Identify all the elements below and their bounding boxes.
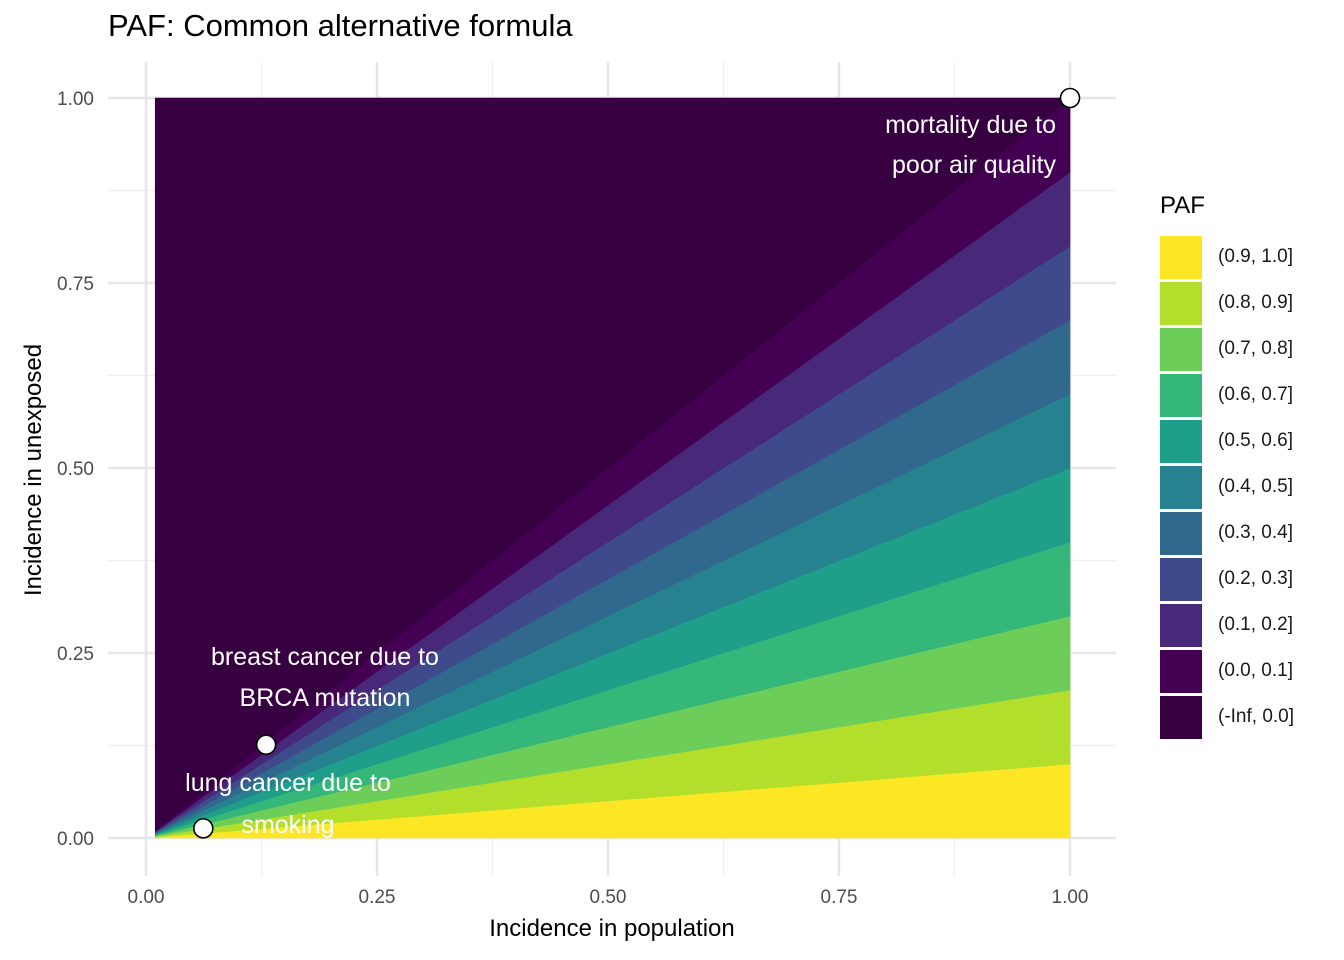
legend-item-0: (0.9, 1.0] (1160, 234, 1294, 280)
legend-key-2 (1160, 327, 1202, 371)
legend-label-8: (0.1, 0.2] (1218, 614, 1293, 635)
x-tick-label-4: 1.00 (1052, 887, 1089, 908)
legend-title: PAF (1160, 192, 1205, 219)
chart-title: PAF: Common alternative formula (108, 8, 573, 43)
legend-item-6: (0.3, 0.4] (1160, 510, 1294, 556)
legend-label-7: (0.2, 0.3] (1218, 568, 1293, 589)
legend-key-3 (1160, 373, 1202, 417)
legend-key-8 (1160, 603, 1202, 647)
legend-label-3: (0.6, 0.7] (1218, 384, 1293, 405)
legend-label-10: (-Inf, 0.0] (1218, 706, 1295, 727)
legend-item-4: (0.5, 0.6] (1160, 418, 1294, 464)
legend: PAF (0.9, 1.0] (0.8, 0.9] (0.7, 0.8] (0.6, … (1160, 192, 1294, 740)
point-breast-cancer-due-to-brca-mutation (255, 734, 277, 756)
point-label-breast-cancer-due-to-brca-mutation-line-1: BRCA mutation (240, 684, 411, 712)
x-tick-label-3: 0.75 (821, 887, 858, 908)
y-tick-label-0: 0.00 (57, 829, 94, 850)
paf-band-10 (154, 97, 1071, 832)
legend-item-9: (0.0, 0.1] (1160, 648, 1294, 694)
point-label-lung-cancer-due-to-smoking-line-0: lung cancer due to (185, 769, 391, 797)
legend-item-10: (-Inf, 0.0] (1160, 694, 1294, 740)
y-axis-label: Incidence in unexposed (20, 343, 47, 597)
legend-key-5 (1160, 465, 1202, 509)
y-tick-label-3: 0.75 (57, 274, 94, 295)
legend-item-5: (0.4, 0.5] (1160, 464, 1294, 510)
legend-key-4 (1160, 419, 1202, 463)
x-axis-label: Incidence in population (489, 915, 735, 942)
y-tick-label-4: 1.00 (57, 89, 94, 110)
point-label-mortality-due-to-poor-air-quality-line-1: poor air quality (892, 151, 1056, 179)
point-mortality-due-to-poor-air-quality (1059, 87, 1081, 109)
legend-key-9 (1160, 649, 1202, 693)
legend-item-8: (0.1, 0.2] (1160, 602, 1294, 648)
x-tick-label-2: 0.50 (590, 887, 627, 908)
legend-key-1 (1160, 281, 1202, 325)
point-label-breast-cancer-due-to-brca-mutation-line-0: breast cancer due to (211, 643, 439, 671)
legend-key-10 (1160, 695, 1202, 739)
legend-label-2: (0.7, 0.8] (1218, 338, 1293, 359)
point-lung-cancer-due-to-smoking (192, 818, 214, 839)
legend-key-6 (1160, 511, 1202, 555)
legend-label-0: (0.9, 1.0] (1218, 246, 1293, 267)
point-label-lung-cancer-due-to-smoking-line-1: smoking (241, 811, 334, 839)
x-tick-label-1: 0.25 (359, 887, 396, 908)
legend-key-7 (1160, 557, 1202, 601)
y-tick-label-1: 0.25 (57, 644, 94, 665)
y-tick-label-2: 0.50 (57, 459, 94, 480)
legend-label-9: (0.0, 0.1] (1218, 660, 1293, 681)
legend-item-1: (0.8, 0.9] (1160, 280, 1294, 326)
legend-items: (0.9, 1.0] (0.8, 0.9] (0.7, 0.8] (0.6, 0.7]… (1160, 234, 1294, 740)
x-tick-label-0: 0.00 (128, 887, 165, 908)
legend-label-6: (0.3, 0.4] (1218, 522, 1293, 543)
legend-key-0 (1160, 235, 1202, 279)
legend-label-5: (0.4, 0.5] (1218, 476, 1293, 497)
legend-item-3: (0.6, 0.7] (1160, 372, 1294, 418)
point-label-mortality-due-to-poor-air-quality-line-0: mortality due to (885, 111, 1056, 139)
legend-item-7: (0.2, 0.3] (1160, 556, 1294, 602)
legend-label-4: (0.5, 0.6] (1218, 430, 1293, 451)
legend-item-2: (0.7, 0.8] (1160, 326, 1294, 372)
legend-label-1: (0.8, 0.9] (1218, 292, 1293, 313)
